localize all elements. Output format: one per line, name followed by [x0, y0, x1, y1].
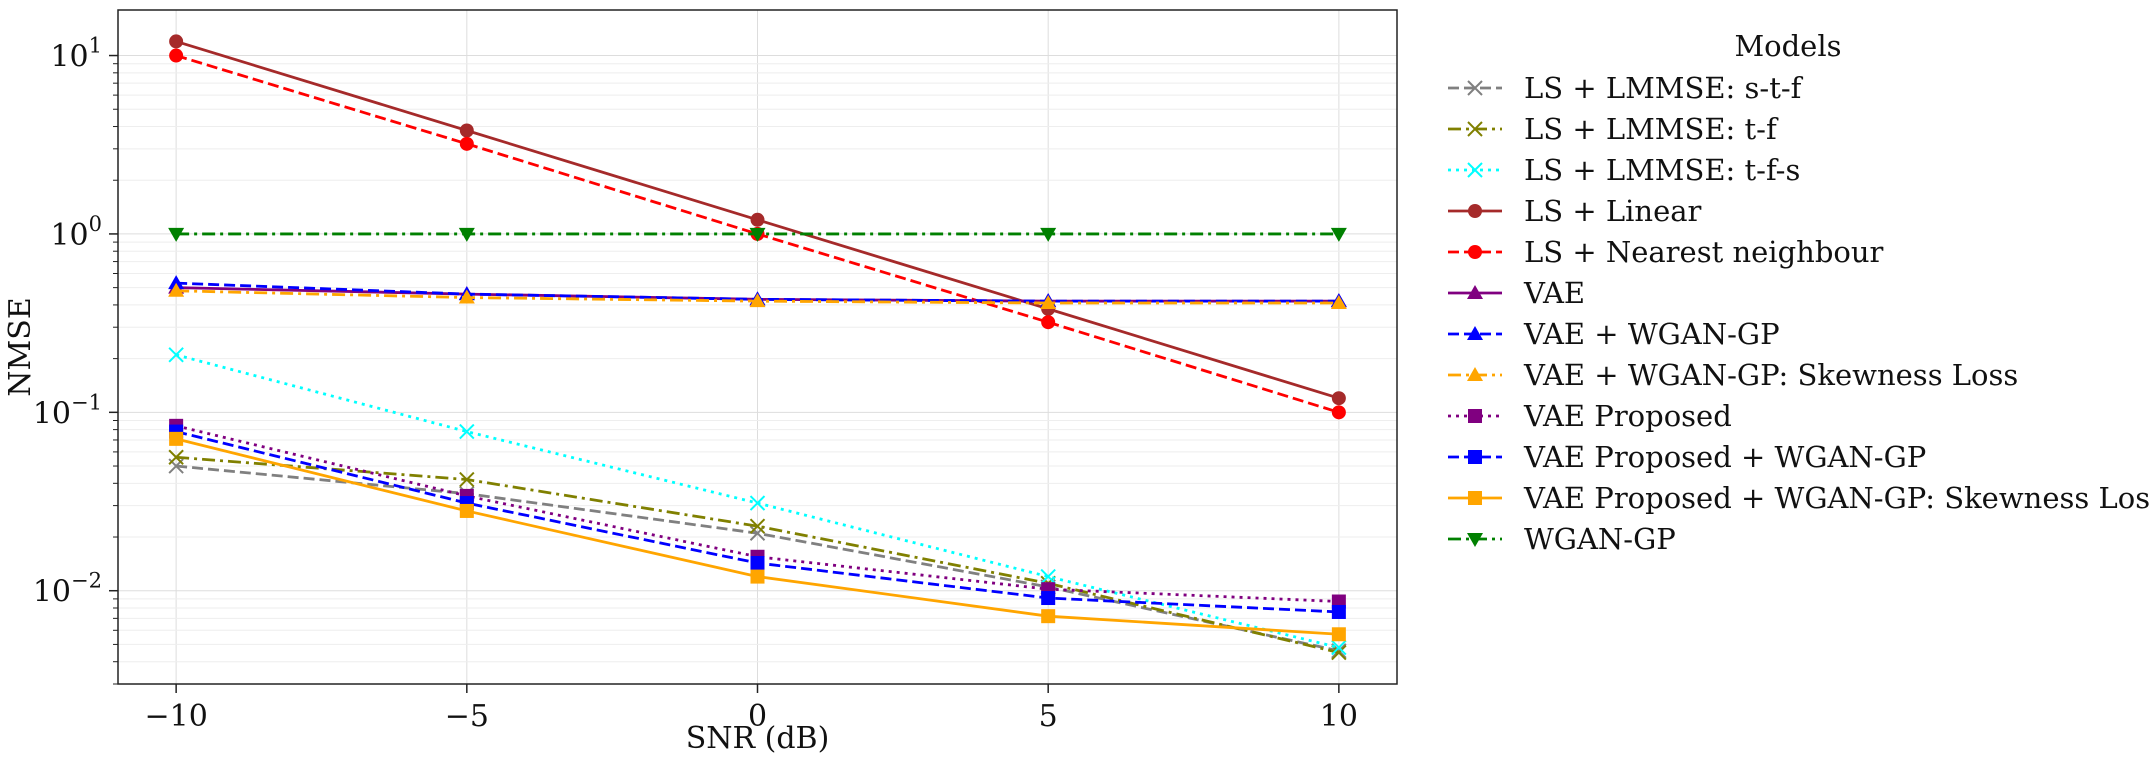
legend-item: VAE Proposed: [1448, 399, 1732, 433]
legend-marker: [1468, 245, 1482, 259]
legend-marker: [1467, 367, 1483, 381]
legend-label: VAE + WGAN-GP: Skewness Loss: [1523, 358, 2018, 392]
x-axis-ticks: −10 −5 0 5 10: [144, 684, 1358, 734]
legend-item: LS + LMMSE: t-f-s: [1448, 153, 1800, 187]
data-point: [1331, 604, 1346, 619]
data-point: [1040, 568, 1056, 585]
legend: Models LS + LMMSE: s-t-f LS + LMMSE: t-f L…: [1448, 29, 2151, 556]
x-tick-label: 10: [1320, 699, 1358, 734]
legend-marker: [1467, 80, 1483, 96]
data-point: [1331, 627, 1346, 642]
series-line: [175, 353, 1340, 649]
legend-label: VAE Proposed: [1523, 399, 1732, 433]
y-tick-label: 10−1: [33, 390, 102, 431]
data-point: [1331, 639, 1347, 656]
legend-marker: [1467, 326, 1483, 340]
data-point: [1331, 405, 1346, 420]
legend-label: VAE Proposed + WGAN-GP: Skewness Loss: [1523, 481, 2151, 515]
x-axis-title: SNR (dB): [686, 721, 830, 756]
legend-marker: [1468, 409, 1482, 423]
data-point: [749, 525, 766, 541]
data-point: [168, 347, 184, 363]
x-tick-label: −5: [445, 699, 489, 734]
data-point: [1040, 295, 1057, 310]
legend-item: LS + LMMSE: s-t-f: [1448, 71, 1804, 105]
data-point: [1330, 295, 1347, 310]
data-point: [1040, 227, 1057, 242]
data-point: [749, 495, 766, 511]
data-point: [749, 227, 766, 242]
data-point: [169, 34, 184, 49]
data-point: [1041, 315, 1056, 330]
legend-item: VAE: [1448, 276, 1585, 310]
data-point: [168, 275, 185, 290]
legend-label: WGAN-GP: [1524, 522, 1676, 556]
legend-label: VAE: [1523, 276, 1585, 310]
data-point: [458, 289, 475, 304]
legend-item: WGAN-GP: [1448, 522, 1676, 556]
y-tick-label: 10−2: [33, 569, 102, 610]
data-point: [459, 471, 475, 488]
series-7: [168, 282, 1347, 310]
legend-marker: [1467, 162, 1483, 178]
series-3: [169, 34, 1346, 406]
legend-item: LS + Linear: [1448, 194, 1702, 228]
data-point: [168, 449, 184, 465]
data-point: [1331, 644, 1347, 661]
legend-label: LS + LMMSE: s-t-f: [1524, 71, 1804, 105]
y-tick-label: 101: [50, 34, 102, 75]
y-axis-ticks: 10−2 10−1 100 101: [33, 34, 118, 685]
series-11: [168, 227, 1347, 242]
data-point: [749, 293, 766, 308]
legend-marker: [1468, 491, 1482, 505]
data-point: [749, 518, 766, 534]
legend-item: LS + Nearest neighbour: [1448, 235, 1884, 269]
data-point: [1041, 609, 1056, 624]
data-point: [168, 227, 185, 242]
data-point: [458, 227, 475, 242]
data-point: [750, 212, 765, 227]
legend-title: Models: [1734, 29, 1841, 63]
legend-label: VAE + WGAN-GP: [1523, 317, 1780, 351]
data-point: [168, 282, 185, 297]
series-2: [168, 347, 1347, 656]
legend-item: VAE Proposed + WGAN-GP: Skewness Loss: [1448, 481, 2151, 515]
series-layer: [168, 34, 1347, 661]
data-point: [1041, 591, 1056, 606]
data-point: [750, 556, 765, 571]
legend-marker: [1468, 450, 1482, 464]
data-point: [459, 136, 474, 151]
legend-label: LS + LMMSE: t-f: [1524, 112, 1779, 146]
x-tick-label: 0: [748, 699, 767, 734]
data-point: [169, 431, 184, 446]
y-axis-title: NMSE: [3, 297, 38, 396]
legend-label: VAE Proposed + WGAN-GP: [1523, 440, 1926, 474]
legend-marker: [1467, 533, 1483, 547]
legend-item: VAE + WGAN-GP: Skewness Loss: [1448, 358, 2018, 392]
y-tick-label: 100: [50, 212, 102, 253]
legend-item: VAE + WGAN-GP: [1448, 317, 1780, 351]
data-point: [459, 123, 474, 138]
legend-item: VAE Proposed + WGAN-GP: [1448, 440, 1926, 474]
legend-label: LS + LMMSE: t-f-s: [1524, 153, 1800, 187]
legend-label: LS + Linear: [1524, 194, 1702, 228]
series-line: [176, 455, 1340, 654]
legend-label: LS + Nearest neighbour: [1524, 235, 1884, 269]
data-point: [1330, 227, 1347, 242]
series-10: [169, 431, 1346, 642]
data-point: [459, 503, 474, 518]
data-point: [1331, 391, 1346, 406]
series-line: [175, 424, 1339, 603]
legend-marker: [1467, 285, 1483, 299]
data-point: [169, 48, 184, 63]
x-tick-label: 5: [1039, 699, 1058, 734]
legend-marker: [1467, 121, 1483, 137]
legend-item: LS + LMMSE: t-f: [1448, 112, 1779, 146]
x-tick-label: −10: [144, 699, 207, 734]
data-point: [459, 423, 475, 440]
legend-marker: [1468, 204, 1482, 218]
data-point: [750, 569, 765, 584]
